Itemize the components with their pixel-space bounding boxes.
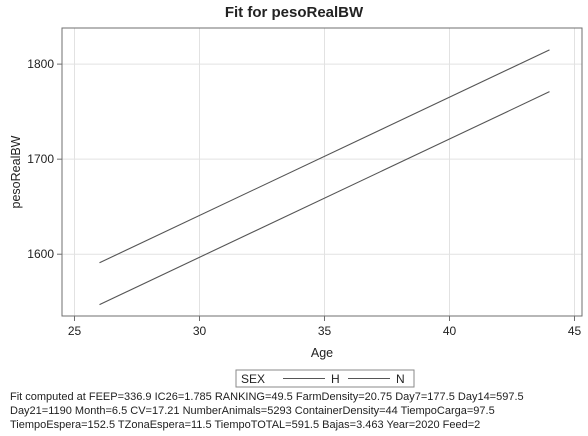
y-tick-label: 1800 xyxy=(27,57,54,71)
axis-ticks: 25 30 35 40 45 1600 1700 1800 xyxy=(27,57,581,338)
x-tick-label: 25 xyxy=(68,324,82,338)
series-line-H xyxy=(99,49,550,264)
y-tick-label: 1700 xyxy=(27,152,54,166)
series-line-N xyxy=(99,91,550,306)
x-tick-label: 30 xyxy=(193,324,207,338)
x-tick-label: 45 xyxy=(568,324,582,338)
x-tick-label: 35 xyxy=(318,324,332,338)
y-tick-label: 1600 xyxy=(27,247,54,261)
footnote-line: Day21=1190 Month=6.5 CV=17.21 NumberAnim… xyxy=(10,405,495,417)
footnote-line: Fit computed at FEEP=336.9 IC26=1.785 RA… xyxy=(10,391,524,403)
x-axis-label: Age xyxy=(311,346,333,360)
x-tick-label: 40 xyxy=(443,324,457,338)
legend-title: SEX xyxy=(241,372,265,386)
chart-title: Fit for pesoRealBW xyxy=(224,4,364,21)
footnote-line: TiempoEspera=152.5 TZonaEspera=11.5 Tiem… xyxy=(10,419,481,431)
gridlines xyxy=(62,28,582,316)
plot-frame xyxy=(61,27,583,317)
fit-footnote: Fit computed at FEEP=336.9 IC26=1.785 RA… xyxy=(10,390,585,432)
series-lines xyxy=(99,49,550,306)
y-axis-label: pesoRealBW xyxy=(9,135,23,208)
legend-label-H: H xyxy=(331,372,340,386)
legend-label-N: N xyxy=(396,372,405,386)
